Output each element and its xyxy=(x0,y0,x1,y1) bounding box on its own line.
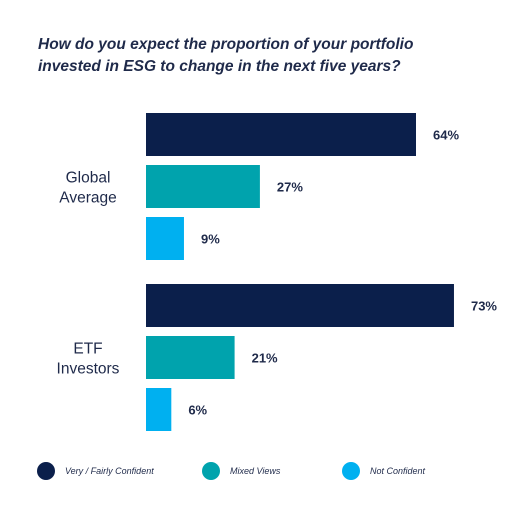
legend-label: Mixed Views xyxy=(230,466,281,476)
legend-swatch xyxy=(37,462,55,480)
category-label: Investors xyxy=(57,361,120,378)
category-label: Average xyxy=(59,190,116,207)
data-labels-layer: 64% 27% 9% 73% 21% 6% xyxy=(188,128,497,418)
data-label: 64% xyxy=(433,128,459,143)
data-label: 27% xyxy=(277,180,303,195)
category-labels-layer: Global Average ETF Investors xyxy=(57,170,120,378)
category-label: Global xyxy=(66,170,111,187)
legend-label: Very / Fairly Confident xyxy=(65,466,154,476)
bar-global-average-0 xyxy=(146,113,416,156)
category-label: ETF xyxy=(73,341,102,358)
chart-title: How do you expect the proportion of your… xyxy=(38,34,508,78)
bar-etf-investors-1 xyxy=(146,336,235,379)
data-label: 73% xyxy=(471,299,497,314)
bar-global-average-1 xyxy=(146,165,260,208)
bar-etf-investors-2 xyxy=(146,388,172,431)
legend-swatch xyxy=(202,462,220,480)
chart-title-line-1: How do you expect the proportion of your… xyxy=(38,36,414,53)
bars-layer xyxy=(146,113,454,431)
legend-swatch xyxy=(342,462,360,480)
data-label: 9% xyxy=(201,232,220,247)
bar-etf-investors-0 xyxy=(146,284,454,327)
data-label: 21% xyxy=(252,351,278,366)
legend-label: Not Confident xyxy=(370,466,426,476)
chart-title-line-2: invested in ESG to change in the next fi… xyxy=(38,58,401,75)
legend: Very / Fairly Confident Mixed Views Not Co… xyxy=(37,462,426,480)
bar-global-average-2 xyxy=(146,217,184,260)
data-label: 6% xyxy=(188,403,207,418)
